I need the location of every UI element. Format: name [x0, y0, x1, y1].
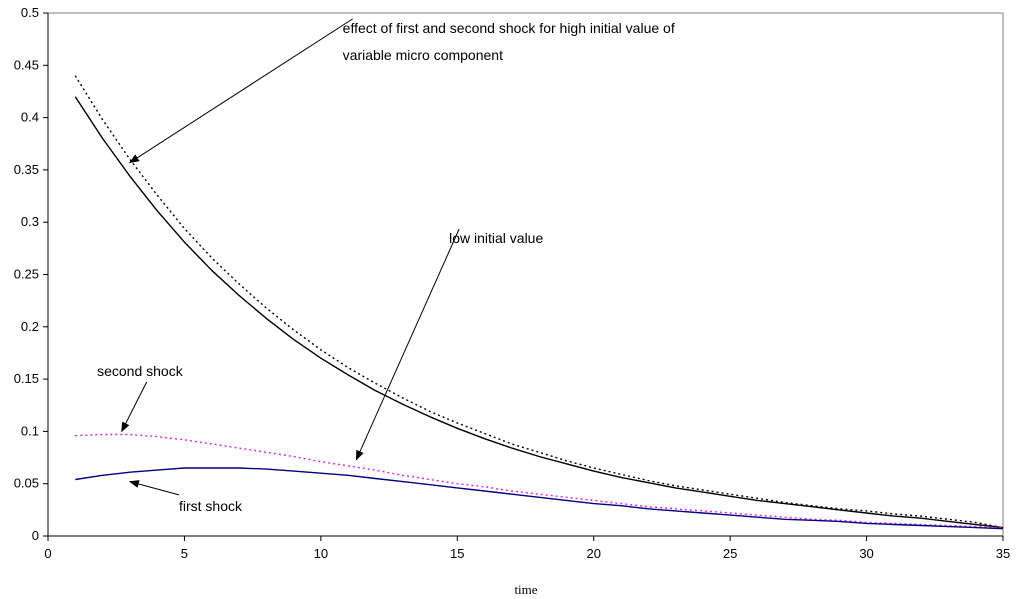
y-tick-label: 0.05: [14, 476, 39, 491]
series-layer: [74, 75, 1004, 530]
x-tick-label: 5: [181, 546, 188, 561]
x-tick-label: 30: [859, 546, 873, 561]
x-tick-label: 20: [586, 546, 600, 561]
x-tick-label: 15: [450, 546, 464, 561]
y-tick-label: 0.4: [21, 110, 39, 125]
y-tick-label: 0.2: [21, 319, 39, 334]
annotation-arrow-3: [355, 228, 460, 461]
series-line-3: [75, 433, 1004, 529]
annotation-arrow-5: [128, 480, 180, 496]
y-tick-label: 0.3: [21, 214, 39, 229]
y-tick-label: 0.1: [21, 423, 39, 438]
series-line-4: [75, 467, 1004, 530]
annotation-text-4: second shock: [97, 363, 184, 379]
y-tick-label: 0.25: [14, 267, 39, 282]
annotation-text-2: variable micro component: [343, 47, 503, 63]
plot-area: [47, 12, 1004, 537]
annotation-arrow-1: [129, 18, 353, 164]
annotation-layer: effect of first and second shock for hig…: [97, 18, 675, 514]
y-tick-label: 0.45: [14, 57, 39, 72]
series-line-2: [74, 96, 1004, 529]
x-tick-label: 0: [44, 546, 51, 561]
x-tick-label: 35: [996, 546, 1010, 561]
x-axis-title: time: [514, 582, 537, 597]
y-tick-label: 0.15: [14, 371, 39, 386]
y-tick-label: 0.5: [21, 5, 39, 20]
annotation-arrow-4: [121, 381, 148, 433]
x-tick-label: 10: [314, 546, 328, 561]
x-tick-label: 25: [723, 546, 737, 561]
annotation-text-3: low initial value: [449, 230, 543, 246]
axis-layer: 0 0.05 0.1 0.15 0.2 0.25 0.3 0.35 0.4 0.45 0.5 0 5 10…: [14, 5, 1011, 561]
annotation-text-5: first shock: [179, 498, 243, 514]
annotation-text-1: effect of first and second shock for hig…: [343, 20, 675, 36]
y-tick-label: 0.35: [14, 162, 39, 177]
y-tick-label: 0: [32, 528, 39, 543]
